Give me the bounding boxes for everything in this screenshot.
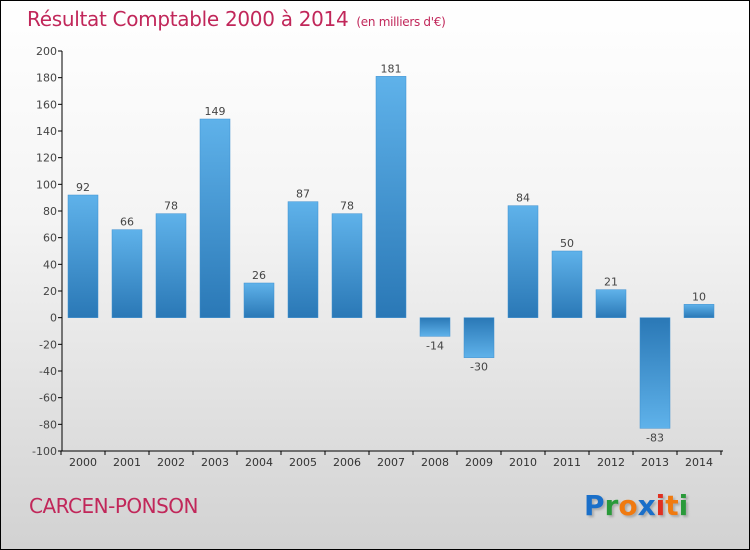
x-tick-label: 2010	[509, 456, 537, 469]
data-label: -30	[470, 361, 488, 374]
bar	[375, 76, 407, 318]
data-label: 149	[205, 105, 226, 118]
bar	[155, 213, 187, 318]
x-tick-label: 2005	[289, 456, 317, 469]
proxiti-logo: Proxiti	[584, 489, 688, 522]
title-text: Résultat Comptable 2000 à 2014	[27, 7, 349, 31]
data-label: 78	[340, 200, 354, 213]
y-tick-label: 80	[43, 205, 57, 218]
data-label: 84	[516, 192, 530, 205]
bar	[419, 317, 451, 337]
logo-letter: o	[618, 489, 638, 522]
y-tick-label: 100	[36, 178, 57, 191]
x-tick-label: 2013	[641, 456, 669, 469]
y-tick-label: 60	[43, 232, 57, 245]
y-tick-label: 120	[36, 152, 57, 165]
logo-letter: i	[678, 489, 689, 522]
y-tick-label: 0	[50, 312, 57, 325]
x-tick-label: 2014	[685, 456, 713, 469]
data-label: 181	[381, 62, 402, 75]
bar	[551, 250, 583, 318]
bar	[111, 229, 143, 318]
bar	[595, 289, 627, 318]
x-tick-label: 2003	[201, 456, 229, 469]
x-tick-label: 2000	[69, 456, 97, 469]
y-tick-label: 40	[43, 258, 57, 271]
bar	[639, 317, 671, 429]
data-label: -83	[646, 431, 664, 444]
chart-title: Résultat Comptable 2000 à 2014 (en millie…	[27, 7, 446, 31]
data-label: -14	[426, 339, 444, 352]
data-label: 66	[120, 216, 134, 229]
y-tick-label: -60	[39, 392, 57, 405]
data-label: 87	[296, 188, 310, 201]
y-tick-label: -80	[39, 418, 57, 431]
bar	[199, 118, 231, 318]
bar	[243, 282, 275, 318]
unit-label: (en milliers d'€)	[356, 15, 446, 29]
y-tick-label: 200	[36, 45, 57, 58]
town-name: CARCEN-PONSON	[29, 494, 199, 518]
x-tick-label: 2009	[465, 456, 493, 469]
y-tick-label: 160	[36, 98, 57, 111]
x-tick-label: 2011	[553, 456, 581, 469]
bar	[463, 317, 495, 358]
data-label: 10	[692, 290, 706, 303]
y-tick-label: -20	[39, 338, 57, 351]
bar	[287, 201, 319, 318]
logo-letter: r	[604, 489, 619, 522]
y-tick-label: -40	[39, 365, 57, 378]
x-tick-label: 2001	[113, 456, 141, 469]
x-tick-label: 2004	[245, 456, 273, 469]
logo-letter: P	[584, 489, 605, 522]
x-tick-label: 2006	[333, 456, 361, 469]
x-tick-label: 2008	[421, 456, 449, 469]
bar	[67, 194, 99, 318]
x-tick-label: 2002	[157, 456, 185, 469]
bar	[507, 205, 539, 318]
bar	[331, 213, 363, 318]
logo-letter: i	[655, 489, 666, 522]
logo-letter: t	[665, 489, 679, 522]
y-tick-label: 180	[36, 72, 57, 85]
logo-letter: x	[637, 489, 656, 522]
data-label: 50	[560, 237, 574, 250]
data-label: 92	[76, 181, 90, 194]
data-label: 26	[252, 269, 266, 282]
y-tick-label: 140	[36, 125, 57, 138]
y-tick-label: 20	[43, 285, 57, 298]
x-tick-label: 2007	[377, 456, 405, 469]
data-label: 21	[604, 276, 618, 289]
data-label: 78	[164, 200, 178, 213]
y-tick-label: -100	[32, 445, 57, 458]
x-tick-label: 2012	[597, 456, 625, 469]
bar	[683, 304, 715, 318]
